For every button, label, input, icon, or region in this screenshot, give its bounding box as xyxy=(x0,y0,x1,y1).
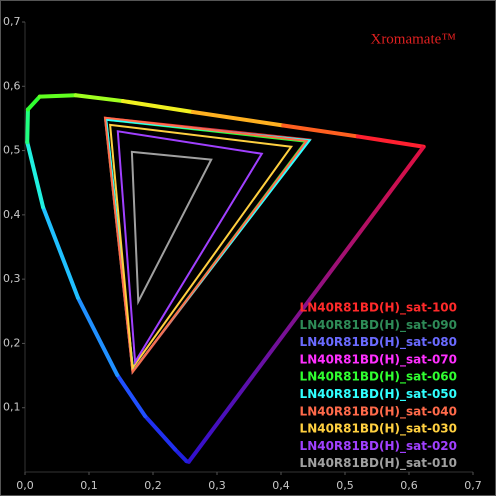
y-tick-label: 0,2 xyxy=(3,336,21,349)
spectral-locus xyxy=(25,94,42,112)
spectral-locus xyxy=(75,295,120,377)
x-tick-label: 0,3 xyxy=(208,479,226,492)
y-tick-label: 0,4 xyxy=(3,208,21,221)
legend-entry: LN40R81BD(H)_sat-060 xyxy=(300,370,457,385)
spectral-locus xyxy=(120,99,195,114)
gamut-triangle xyxy=(109,123,294,371)
gamut-triangle xyxy=(103,116,309,375)
legend-entry: LN40R81BD(H)_sat-040 xyxy=(300,404,457,419)
y-tick-label: 0,3 xyxy=(3,272,21,285)
y-tick-label: 0,7 xyxy=(3,15,21,28)
y-tick-label: 0,5 xyxy=(3,144,21,157)
spectral-locus xyxy=(173,447,189,464)
legend-entry: LN40R81BD(H)_sat-020 xyxy=(300,439,457,454)
y-tick-label: 0,1 xyxy=(3,401,21,414)
x-tick-label: 0,2 xyxy=(144,479,162,492)
spectral-locus xyxy=(37,93,78,99)
x-tick-label: 0,5 xyxy=(336,479,354,492)
gamut-triangle xyxy=(130,150,213,306)
spectral-locus xyxy=(190,110,286,128)
spectral-locus xyxy=(143,414,178,452)
spectral-locus xyxy=(73,93,125,104)
legend-entry: LN40R81BD(H)_sat-100 xyxy=(300,301,457,316)
x-tick-label: 0,1 xyxy=(80,479,98,492)
x-tick-label: 0,6 xyxy=(400,479,418,492)
legend-entry: LN40R81BD(H)_sat-090 xyxy=(300,318,457,333)
chart-title: Xromamate™ xyxy=(370,31,456,47)
spectral-locus xyxy=(115,372,148,419)
y-tick-label: 0,6 xyxy=(3,79,21,92)
x-tick-label: 0,7 xyxy=(464,479,482,492)
spectral-locus xyxy=(25,107,30,145)
gamut-triangle xyxy=(116,130,264,366)
legend-entry: LN40R81BD(H)_sat-080 xyxy=(300,335,457,350)
spectral-locus xyxy=(41,205,80,300)
legend-entry: LN40R81BD(H)_sat-010 xyxy=(300,456,457,471)
spectral-locus xyxy=(281,123,360,139)
spectral-locus xyxy=(355,134,426,149)
x-tick-label: 0,4 xyxy=(272,479,290,492)
legend-entry: LN40R81BD(H)_sat-070 xyxy=(300,352,457,367)
purple-line xyxy=(187,145,426,463)
spectral-locus xyxy=(25,140,46,210)
legend-entry: LN40R81BD(H)_sat-050 xyxy=(300,387,457,402)
legend-entry: LN40R81BD(H)_sat-030 xyxy=(300,422,457,437)
x-tick-label: 0,0 xyxy=(16,479,34,492)
